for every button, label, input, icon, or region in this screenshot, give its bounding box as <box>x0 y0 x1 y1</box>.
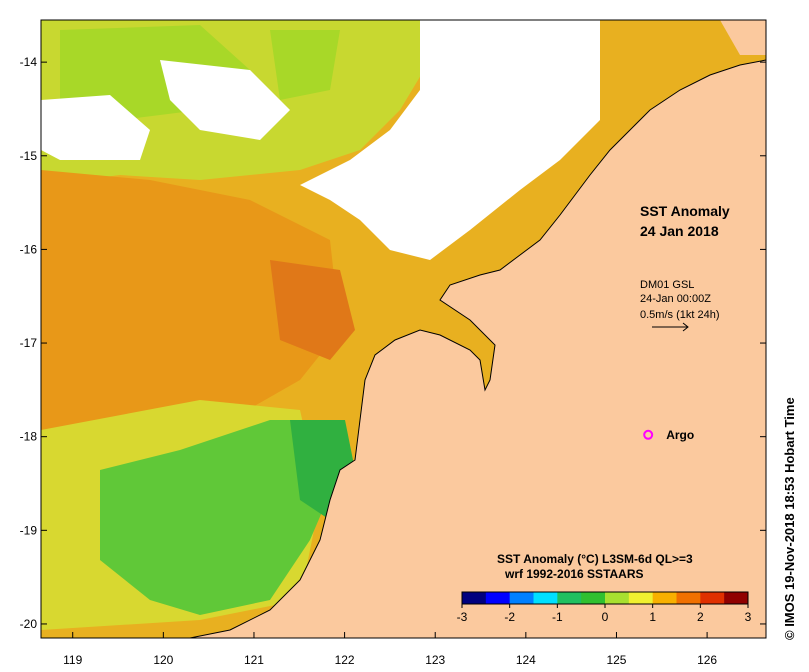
sst-field-orange-band <box>41 170 340 450</box>
lon-tick-label: 121 <box>244 653 264 667</box>
colorbar-segment <box>581 592 606 604</box>
colorbar-segment <box>462 592 487 604</box>
land-mass <box>189 20 766 638</box>
land-top-right <box>720 20 766 55</box>
lon-tick-label: 124 <box>516 653 536 667</box>
colorbar-segment <box>533 592 558 604</box>
lat-tick-label: -20 <box>20 617 38 631</box>
lat-tick-label: -16 <box>20 242 38 256</box>
argo-label: Argo <box>666 428 694 442</box>
colorbar-tick-label: -3 <box>457 610 468 624</box>
colorbar-tick-label: 0 <box>602 610 609 624</box>
colorbar-title-line1: SST Anomaly (°C) L3SM-6d QL>=3 <box>497 552 693 566</box>
lon-tick-label: 122 <box>335 653 355 667</box>
credit-text: © IMOS 19-Nov-2018 18:53 Hobart Time <box>782 397 797 640</box>
argo-float-marker[interactable] <box>643 429 654 440</box>
map-frame <box>40 19 767 639</box>
lat-tick-label: -17 <box>20 336 38 350</box>
colorbar-segment <box>652 592 677 604</box>
map-title-line1: SST Anomaly <box>640 203 730 219</box>
lon-tick-label: 119 <box>63 653 82 667</box>
colorbar-segment <box>700 592 725 604</box>
lat-tick-label: -18 <box>20 430 38 444</box>
colorbar-title-line2: wrf 1992-2016 SSTAARS <box>504 567 644 581</box>
lon-tick-label: 123 <box>425 653 445 667</box>
lat-tick-label: -19 <box>20 523 38 537</box>
colorbar-segment <box>557 592 582 604</box>
no-data-cloud-west <box>41 95 150 160</box>
map-title-line2: 24 Jan 2018 <box>640 223 719 239</box>
current-scale-arrow <box>652 322 689 332</box>
current-time-label: 24-Jan 00:00Z <box>640 293 711 305</box>
colorbar-segment <box>676 592 701 604</box>
sst-field-south-green <box>100 420 340 615</box>
lat-tick-label: -15 <box>20 149 38 163</box>
colorbar-segment <box>724 592 749 604</box>
current-product-label: DM01 GSL <box>640 279 694 291</box>
colorbar-tick-label: 3 <box>745 610 752 624</box>
colorbar-tick-label: -1 <box>552 610 563 624</box>
colorbar-tick-label: -2 <box>504 610 515 624</box>
colorbar-segment <box>605 592 630 604</box>
colorbar-segment <box>509 592 534 604</box>
lon-tick-label: 125 <box>606 653 626 667</box>
current-scale-label: 0.5m/s (1kt 24h) <box>640 309 719 321</box>
no-data-cloud-north <box>160 60 290 140</box>
lat-tick-label: -14 <box>20 55 38 69</box>
lon-tick-label: 126 <box>697 653 717 667</box>
colorbar-tick-label: 1 <box>649 610 656 624</box>
sst-colorbar: -3 -2 -1 0 1 2 3 <box>457 591 752 624</box>
lon-tick-label: 120 <box>153 653 173 667</box>
longitude-axis: 119 120 121 122 123 124 125 126 <box>63 632 717 667</box>
colorbar-segment <box>628 592 654 604</box>
colorbar-segment <box>485 592 511 604</box>
latitude-axis: -14-15-16-17-18-19-20 <box>20 55 766 631</box>
colorbar-tick-label: 2 <box>697 610 704 624</box>
sst-field-warm-spot <box>270 260 355 360</box>
no-data-cloud <box>300 20 600 260</box>
